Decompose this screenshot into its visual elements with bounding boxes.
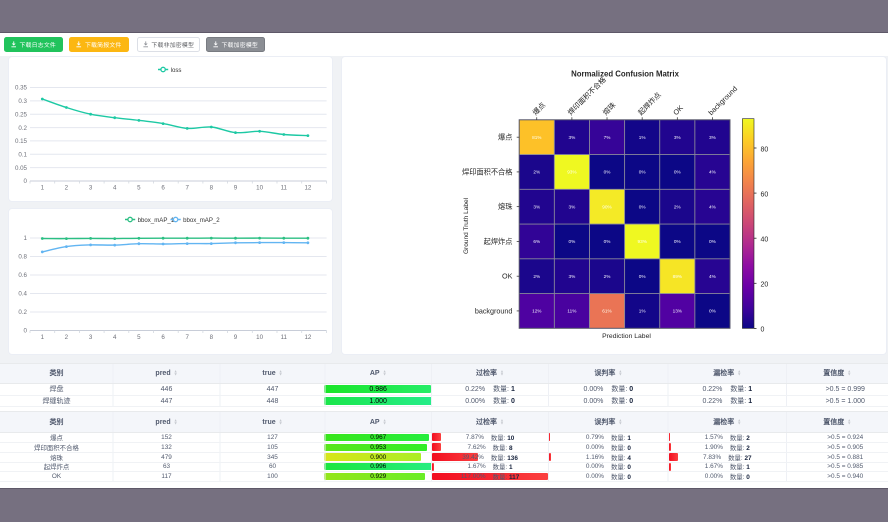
svg-text:89%: 89% bbox=[673, 274, 682, 279]
svg-text:爆点: 爆点 bbox=[531, 100, 548, 117]
svg-text:7: 7 bbox=[185, 334, 189, 341]
svg-text:0%: 0% bbox=[604, 239, 611, 244]
svg-text:4%: 4% bbox=[709, 170, 716, 175]
svg-text:1%: 1% bbox=[639, 309, 646, 314]
svg-text:3%: 3% bbox=[569, 204, 576, 209]
svg-text:4: 4 bbox=[113, 185, 117, 192]
svg-text:0.6: 0.6 bbox=[18, 272, 27, 279]
svg-text:1%: 1% bbox=[639, 135, 646, 140]
svg-text:5: 5 bbox=[137, 334, 141, 341]
svg-text:4%: 4% bbox=[709, 204, 716, 209]
svg-text:0.25: 0.25 bbox=[15, 111, 28, 118]
svg-text:6: 6 bbox=[161, 334, 165, 341]
svg-text:熔珠: 熔珠 bbox=[498, 202, 513, 211]
svg-text:6%: 6% bbox=[533, 239, 540, 244]
svg-text:93%: 93% bbox=[638, 239, 647, 244]
svg-text:0.35: 0.35 bbox=[15, 85, 28, 92]
svg-text:焊印面积不合格: 焊印面积不合格 bbox=[462, 167, 513, 176]
svg-text:10: 10 bbox=[256, 185, 263, 192]
svg-text:5: 5 bbox=[137, 185, 141, 192]
svg-text:12%: 12% bbox=[532, 309, 541, 314]
svg-text:61%: 61% bbox=[602, 309, 611, 314]
svg-text:80: 80 bbox=[761, 146, 769, 153]
svg-text:2: 2 bbox=[65, 334, 69, 341]
svg-text:0%: 0% bbox=[569, 239, 576, 244]
svg-text:6: 6 bbox=[161, 185, 165, 192]
svg-text:0.05: 0.05 bbox=[15, 165, 28, 172]
svg-text:0%: 0% bbox=[639, 274, 646, 279]
svg-text:12: 12 bbox=[304, 334, 311, 341]
svg-text:background: background bbox=[475, 306, 513, 315]
svg-text:3: 3 bbox=[89, 185, 93, 192]
svg-text:11%: 11% bbox=[567, 309, 576, 314]
svg-text:90%: 90% bbox=[602, 204, 611, 209]
svg-text:0.2: 0.2 bbox=[18, 309, 27, 316]
svg-text:0%: 0% bbox=[639, 170, 646, 175]
svg-text:12: 12 bbox=[304, 185, 311, 192]
svg-text:13%: 13% bbox=[673, 309, 682, 314]
svg-text:4%: 4% bbox=[709, 274, 716, 279]
svg-text:爆点: 爆点 bbox=[498, 133, 512, 142]
svg-text:20: 20 bbox=[761, 282, 769, 289]
svg-text:7%: 7% bbox=[604, 135, 611, 140]
svg-text:2%: 2% bbox=[533, 170, 540, 175]
svg-text:0: 0 bbox=[761, 327, 765, 334]
svg-text:起焊炸点: 起焊炸点 bbox=[636, 90, 663, 117]
svg-text:bbox_mAP_2: bbox_mAP_2 bbox=[183, 217, 220, 224]
svg-text:3%: 3% bbox=[569, 135, 576, 140]
svg-text:9: 9 bbox=[234, 185, 238, 192]
svg-text:8: 8 bbox=[210, 185, 214, 192]
svg-text:0%: 0% bbox=[674, 170, 681, 175]
svg-text:3%: 3% bbox=[674, 135, 681, 140]
svg-text:9: 9 bbox=[234, 334, 238, 341]
svg-text:0.15: 0.15 bbox=[15, 138, 28, 145]
svg-text:7: 7 bbox=[185, 185, 189, 192]
svg-text:2: 2 bbox=[65, 185, 69, 192]
svg-text:11: 11 bbox=[281, 185, 288, 192]
svg-text:1: 1 bbox=[41, 185, 45, 192]
svg-text:0: 0 bbox=[24, 327, 28, 334]
svg-text:0.2: 0.2 bbox=[18, 125, 27, 132]
svg-text:8: 8 bbox=[210, 334, 214, 341]
svg-text:0.3: 0.3 bbox=[18, 98, 27, 105]
svg-text:2%: 2% bbox=[533, 274, 540, 279]
svg-text:10: 10 bbox=[256, 334, 263, 341]
svg-text:loss: loss bbox=[171, 67, 182, 74]
svg-text:Normalized Confusion Matrix: Normalized Confusion Matrix bbox=[571, 70, 680, 79]
svg-text:3%: 3% bbox=[709, 135, 716, 140]
svg-text:11: 11 bbox=[281, 334, 288, 341]
svg-text:93%: 93% bbox=[567, 170, 576, 175]
svg-text:3%: 3% bbox=[533, 204, 540, 209]
svg-text:Ground Truth Label: Ground Truth Label bbox=[463, 197, 470, 254]
svg-text:40: 40 bbox=[761, 237, 769, 244]
svg-text:0.1: 0.1 bbox=[18, 152, 27, 159]
svg-text:2%: 2% bbox=[674, 204, 681, 209]
svg-text:0%: 0% bbox=[639, 204, 646, 209]
svg-text:81%: 81% bbox=[532, 135, 541, 140]
svg-text:3: 3 bbox=[89, 334, 93, 341]
svg-text:3%: 3% bbox=[569, 274, 576, 279]
svg-text:0%: 0% bbox=[709, 239, 716, 244]
svg-text:OK: OK bbox=[671, 103, 685, 117]
svg-text:熔珠: 熔珠 bbox=[601, 100, 618, 117]
svg-text:bbox_mAP_1: bbox_mAP_1 bbox=[138, 217, 175, 224]
svg-text:background: background bbox=[706, 84, 739, 117]
svg-text:2%: 2% bbox=[604, 274, 611, 279]
svg-text:OK: OK bbox=[502, 272, 513, 281]
svg-text:0%: 0% bbox=[604, 170, 611, 175]
svg-text:1: 1 bbox=[41, 334, 45, 341]
svg-text:4: 4 bbox=[113, 334, 117, 341]
svg-text:起焊炸点: 起焊炸点 bbox=[484, 237, 513, 246]
svg-text:60: 60 bbox=[761, 191, 769, 198]
svg-text:0.8: 0.8 bbox=[18, 253, 27, 260]
svg-text:Prediction Label: Prediction Label bbox=[602, 333, 651, 340]
svg-text:0%: 0% bbox=[709, 309, 716, 314]
svg-text:1: 1 bbox=[24, 235, 28, 242]
svg-text:0.4: 0.4 bbox=[18, 290, 27, 297]
svg-text:0%: 0% bbox=[674, 239, 681, 244]
svg-text:0: 0 bbox=[24, 178, 28, 185]
